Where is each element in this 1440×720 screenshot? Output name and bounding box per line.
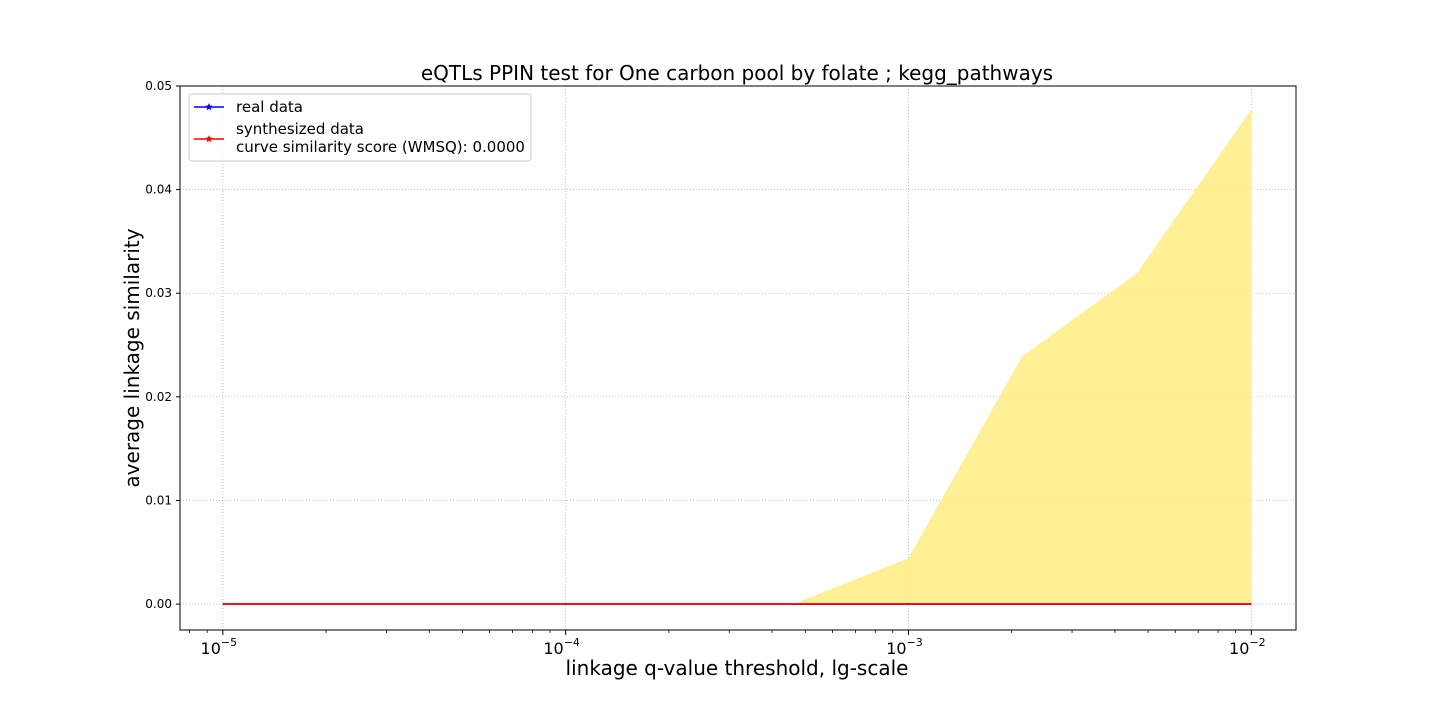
x-tick-label: 10−2 bbox=[1229, 636, 1266, 658]
y-tick-label: 0.01 bbox=[145, 493, 172, 507]
legend-marker-1 bbox=[205, 135, 213, 143]
legend-label: real data bbox=[236, 98, 303, 116]
plot-frame bbox=[179, 85, 1297, 631]
y-tick-label: 0.03 bbox=[145, 286, 172, 300]
x-tick-label: 10−5 bbox=[201, 636, 238, 658]
legend-label: curve similarity score (WMSQ): 0.0000 bbox=[236, 138, 525, 156]
x-tick-label: 10−4 bbox=[543, 636, 580, 658]
legend-label: synthesized data bbox=[236, 120, 364, 138]
x-tick-label: 10−3 bbox=[886, 636, 923, 658]
y-tick-label: 0.04 bbox=[145, 183, 172, 197]
chart-title: eQTLs PPIN test for One carbon pool by f… bbox=[421, 61, 1053, 85]
legend-box bbox=[188, 93, 532, 162]
y-tick-label: 0.00 bbox=[145, 597, 172, 611]
y-tick-label: 0.02 bbox=[145, 390, 172, 404]
x-axis-label: linkage q-value threshold, lg-scale bbox=[566, 656, 909, 680]
legend-marker-0 bbox=[205, 103, 213, 111]
y-tick-label: 0.05 bbox=[145, 79, 172, 93]
y-axis-label: average linkage similarity bbox=[120, 228, 144, 487]
